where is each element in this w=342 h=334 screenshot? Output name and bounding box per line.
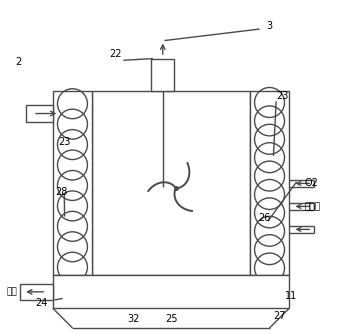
Text: 26: 26 [259, 213, 271, 223]
Bar [53, 276, 289, 308]
Text: 24: 24 [35, 298, 48, 308]
Text: O2: O2 [304, 178, 318, 188]
Text: 22: 22 [109, 49, 121, 59]
Bar [20, 284, 53, 300]
Bar [250, 92, 289, 276]
Text: 28: 28 [55, 187, 67, 197]
Bar [151, 58, 174, 92]
Text: 27: 27 [273, 311, 286, 321]
Text: 可燃氣: 可燃氣 [304, 202, 320, 211]
Text: 23: 23 [276, 92, 289, 102]
Text: 廢氣: 廢氣 [7, 287, 17, 296]
Text: 11: 11 [285, 291, 297, 301]
Bar [53, 92, 92, 276]
Bar [92, 92, 250, 276]
Bar [26, 105, 53, 122]
Text: 32: 32 [127, 314, 140, 324]
Text: 25: 25 [165, 314, 177, 324]
Text: 2: 2 [15, 57, 22, 67]
Text: 23: 23 [58, 137, 70, 147]
Text: 3: 3 [266, 21, 273, 31]
